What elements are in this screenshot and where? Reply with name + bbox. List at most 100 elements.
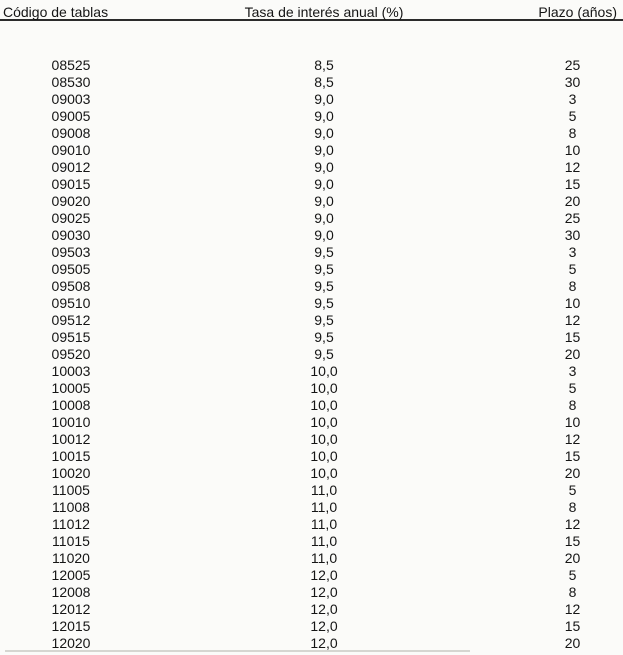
term-cell: 8: [568, 278, 577, 294]
table-row: 09005 9,0 5: [0, 108, 623, 125]
term-cell: 15: [564, 329, 581, 345]
table-row: 09510 9,5 10: [0, 295, 623, 312]
rate-cell: 10,0: [310, 448, 338, 464]
table-row: 11012 11,0 12: [0, 516, 623, 533]
table-row: 09010 9,0 10: [0, 142, 623, 159]
table-row: 09025 9,0 25: [0, 210, 623, 227]
bottom-scan-artifact-line: [5, 650, 470, 652]
rate-cell: 11,0: [310, 482, 338, 498]
code-cell: 09012: [51, 159, 91, 175]
code-cell: 10020: [51, 465, 91, 481]
table-row: 09008 9,0 8: [0, 125, 623, 142]
code-cell: 11008: [52, 499, 90, 515]
code-cell: 10010: [51, 414, 91, 430]
code-cell: 09008: [51, 125, 91, 141]
rate-cell: 9,5: [314, 278, 334, 294]
table-row: 09515 9,5 15: [0, 329, 623, 346]
code-cell: 11005: [52, 482, 90, 498]
term-cell: 5: [568, 108, 577, 124]
term-cell: 3: [568, 91, 577, 107]
code-cell: 09010: [51, 142, 91, 158]
table-row: 09520 9,5 20: [0, 346, 623, 363]
term-cell: 12: [564, 312, 581, 328]
rate-cell: 9,5: [314, 261, 334, 277]
term-cell: 8: [568, 499, 577, 515]
term-cell: 25: [564, 210, 581, 226]
term-cell: 5: [568, 380, 577, 396]
code-cell: 10008: [51, 397, 91, 413]
table-row: 12015 12,0 15: [0, 618, 623, 635]
term-cell: 25: [564, 57, 581, 73]
term-cell: 5: [568, 567, 577, 583]
code-cell: 09025: [51, 210, 91, 226]
code-cell: 09515: [51, 329, 91, 345]
rate-cell: 11,0: [310, 533, 338, 549]
term-cell: 15: [564, 176, 581, 192]
column-header-tasa-interes: Tasa de interés anual (%): [244, 4, 404, 20]
table-row: 12020 12,0 20: [0, 635, 623, 652]
code-cell: 11015: [52, 533, 90, 549]
table-row: 09020 9,0 20: [0, 193, 623, 210]
rate-cell: 9,5: [314, 312, 334, 328]
term-cell: 3: [568, 363, 577, 379]
term-cell: 30: [564, 227, 581, 243]
term-cell: 10: [564, 142, 581, 158]
term-cell: 20: [564, 550, 581, 566]
code-cell: 09508: [51, 278, 91, 294]
interest-rate-table: 08525 8,5 25 08530 8,5 30 09003 9,0 3 09005 9,0 5 09…: [0, 57, 623, 652]
table-row: 09505 9,5 5: [0, 261, 623, 278]
table-row: 09030 9,0 30: [0, 227, 623, 244]
code-cell: 12015: [51, 618, 91, 634]
code-cell: 12012: [51, 601, 91, 617]
table-row: 10015 10,0 15: [0, 448, 623, 465]
table-row: 10010 10,0 10: [0, 414, 623, 431]
code-cell: 09512: [51, 312, 91, 328]
table-row: 10003 10,0 3: [0, 363, 623, 380]
rate-cell: 10,0: [310, 363, 338, 379]
term-cell: 5: [568, 261, 577, 277]
table-row: 11005 11,0 5: [0, 482, 623, 499]
code-cell: 09020: [51, 193, 91, 209]
term-cell: 20: [564, 635, 581, 651]
code-cell: 09030: [51, 227, 91, 243]
rate-cell: 9,0: [314, 159, 334, 175]
code-cell: 09510: [51, 295, 91, 311]
rate-cell: 10,0: [310, 397, 338, 413]
code-cell: 12005: [51, 567, 91, 583]
table-row: 09512 9,5 12: [0, 312, 623, 329]
rate-cell: 8,5: [314, 57, 334, 73]
rate-cell: 11,0: [310, 550, 338, 566]
table-row: 09503 9,5 3: [0, 244, 623, 261]
term-cell: 20: [564, 465, 581, 481]
rate-cell: 10,0: [310, 465, 338, 481]
rate-cell: 11,0: [310, 516, 338, 532]
term-cell: 5: [568, 482, 577, 498]
code-cell: 10005: [51, 380, 91, 396]
term-cell: 30: [564, 74, 581, 90]
rate-cell: 9,5: [314, 295, 334, 311]
table-row: 10012 10,0 12: [0, 431, 623, 448]
table-header-row: Código de tablas Tasa de interés anual (…: [0, 0, 623, 21]
table-row: 12012 12,0 12: [0, 601, 623, 618]
term-cell: 15: [564, 533, 581, 549]
table-row: 12005 12,0 5: [0, 567, 623, 584]
rate-cell: 10,0: [310, 414, 338, 430]
table-row: 09015 9,0 15: [0, 176, 623, 193]
term-cell: 12: [564, 601, 581, 617]
rate-cell: 12,0: [310, 584, 338, 600]
term-cell: 20: [564, 346, 581, 362]
rate-cell: 10,0: [310, 380, 338, 396]
code-cell: 10015: [51, 448, 91, 464]
table-row: 08530 8,5 30: [0, 74, 623, 91]
rate-cell: 9,0: [314, 227, 334, 243]
rate-cell: 9,0: [314, 193, 334, 209]
term-cell: 10: [564, 295, 581, 311]
table-row: 10008 10,0 8: [0, 397, 623, 414]
rate-cell: 9,0: [314, 176, 334, 192]
rate-cell: 9,5: [314, 329, 334, 345]
code-cell: 09520: [51, 346, 91, 362]
rate-cell: 10,0: [310, 431, 338, 447]
code-cell: 11020: [52, 550, 90, 566]
term-cell: 8: [568, 125, 577, 141]
